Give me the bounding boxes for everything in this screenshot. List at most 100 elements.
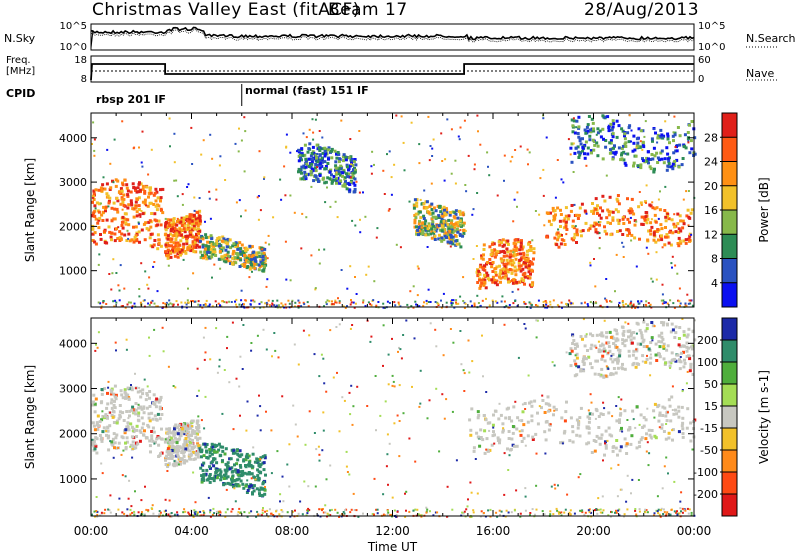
velocity-cell	[112, 410, 116, 414]
power-cell	[459, 212, 462, 216]
power-cell	[494, 281, 497, 285]
power-cell	[564, 206, 568, 210]
power-ground-band	[277, 304, 280, 307]
velocity-cell	[685, 335, 689, 339]
power-cell	[234, 261, 238, 265]
velocity-speckle	[481, 334, 483, 337]
velocity-heatmap	[91, 318, 697, 518]
velocity-cell	[263, 454, 267, 458]
power-ground-band	[382, 306, 385, 309]
power-cell	[120, 189, 124, 193]
velocity-cell	[187, 440, 191, 443]
power-cell	[688, 238, 692, 242]
power-ground-band	[331, 303, 334, 306]
power-cell	[458, 232, 462, 236]
power-speckle	[615, 253, 618, 256]
power-speckle	[511, 155, 514, 158]
power-speckle	[237, 150, 240, 153]
power-cell	[97, 218, 101, 222]
power-ground-band	[415, 303, 418, 306]
velocity-cell	[158, 407, 162, 411]
velocity-cell	[238, 464, 242, 467]
power-ground-band	[453, 306, 456, 309]
power-ground-band	[165, 301, 168, 304]
velocity-cell	[232, 485, 235, 489]
velocity-speckle	[318, 375, 321, 378]
power-cell	[238, 265, 242, 268]
power-cell	[617, 124, 621, 128]
power-cell	[632, 212, 636, 216]
power-speckle	[594, 285, 597, 288]
velocity-speckle	[322, 357, 325, 360]
power-cell	[182, 242, 186, 246]
velocity-cell	[658, 413, 662, 417]
power-cell	[331, 179, 334, 183]
velocity-ground-band	[96, 515, 99, 518]
power-speckle	[370, 172, 373, 175]
velocity-speckle	[544, 452, 547, 455]
power-ground-band	[362, 301, 365, 304]
power-speckle	[367, 265, 370, 268]
power-cell	[141, 187, 145, 191]
power-ground-band	[450, 302, 453, 305]
power-ground-band	[648, 305, 651, 308]
velocity-ground-band	[230, 510, 233, 513]
velocity-cell	[200, 474, 204, 478]
power-ground-band	[369, 303, 372, 306]
velocity-cell	[235, 462, 239, 466]
power-speckle	[427, 288, 430, 291]
power-speckle	[301, 212, 304, 215]
velocity-speckle	[626, 419, 629, 421]
power-cell	[528, 240, 532, 244]
power-speckle	[640, 204, 643, 206]
power-cell	[579, 142, 583, 146]
power-cell	[193, 227, 197, 231]
velocity-speckle	[524, 408, 527, 410]
power-speckle	[93, 138, 96, 141]
power-cell	[158, 197, 162, 201]
power-cell	[686, 131, 690, 134]
power-cell	[526, 259, 530, 263]
velocity-cell	[180, 427, 184, 431]
freq-tick-bottom: 8	[81, 74, 87, 85]
power-cell	[670, 165, 674, 169]
power-cell	[440, 236, 444, 240]
power-cell	[248, 244, 252, 248]
power-ground-band	[126, 303, 129, 306]
velocity-speckle	[611, 415, 614, 418]
velocity-cell	[608, 349, 612, 353]
power-cell	[490, 265, 494, 269]
power-cell	[415, 225, 418, 229]
power-cell	[672, 151, 676, 155]
power-cell	[462, 229, 466, 232]
velocity-speckle	[467, 498, 469, 501]
velocity-speckle	[449, 328, 452, 330]
power-speckle	[243, 246, 246, 249]
power-speckle	[354, 276, 356, 278]
velocity-speckle	[254, 478, 257, 481]
power-cell	[209, 247, 213, 251]
power-cell	[137, 182, 141, 186]
power-speckle	[630, 239, 633, 242]
velocity-ground-band	[610, 511, 613, 514]
velocity-speckle	[196, 367, 199, 370]
power-cell	[243, 262, 247, 266]
power-speckle	[473, 163, 476, 166]
power-ground-band	[450, 304, 453, 307]
power-cell	[442, 238, 446, 242]
velocity-speckle	[278, 513, 281, 516]
power-y-tick-label: 4000	[59, 132, 87, 145]
velocity-speckle	[121, 474, 124, 477]
power-cell	[577, 150, 581, 154]
power-speckle	[91, 143, 93, 145]
power-cell	[519, 241, 523, 245]
power-speckle	[395, 114, 398, 117]
velocity-speckle	[148, 336, 150, 339]
velocity-cell	[261, 494, 264, 497]
power-cell	[164, 232, 168, 236]
velocity-cell	[204, 445, 208, 449]
power-speckle	[156, 290, 159, 293]
velocity-speckle	[177, 463, 180, 466]
velocity-speckle	[375, 429, 377, 432]
power-cell	[529, 272, 532, 276]
